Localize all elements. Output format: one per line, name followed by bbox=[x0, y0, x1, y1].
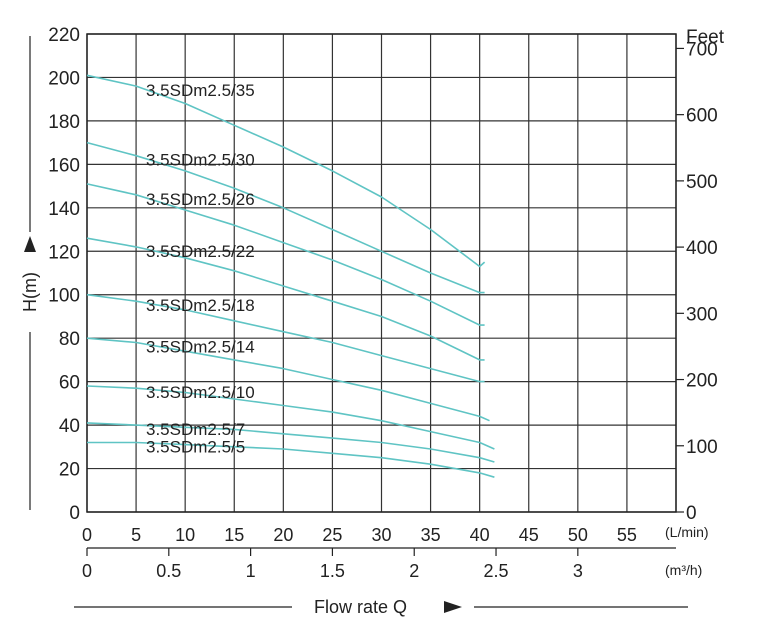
x-tick-label-lmin: 50 bbox=[568, 525, 588, 545]
x-tick-label-lmin: 55 bbox=[617, 525, 637, 545]
right-tick-label: 600 bbox=[686, 106, 718, 127]
performance-curve bbox=[86, 422, 495, 463]
series-label: 3.5SDm2.5/7 bbox=[146, 420, 245, 439]
performance-curve bbox=[86, 237, 485, 361]
x-tick-label-m3h: 3 bbox=[573, 561, 583, 581]
x-tick-label-m3h: 1.5 bbox=[320, 561, 345, 581]
performance-curve bbox=[87, 441, 495, 478]
y-tick-label: 160 bbox=[48, 155, 80, 176]
y-axis-title: H(m) bbox=[20, 272, 40, 312]
right-tick-label: 300 bbox=[686, 304, 718, 325]
y-tick-label: 220 bbox=[48, 25, 80, 46]
y-tick-label: 100 bbox=[48, 286, 80, 307]
y-tick-label: 180 bbox=[48, 112, 80, 133]
performance-curve bbox=[86, 293, 485, 383]
x-tick-label-m3h: 2.5 bbox=[484, 561, 509, 581]
series-label: 3.5SDm2.5/26 bbox=[146, 190, 255, 209]
series-label: 3.5SDm2.5/5 bbox=[146, 437, 245, 456]
y-tick-label: 200 bbox=[48, 68, 80, 89]
performance-curve bbox=[86, 183, 485, 326]
axes: 0204060801001201401601802002200100200300… bbox=[20, 25, 725, 617]
y-tick-label: 40 bbox=[59, 416, 80, 437]
right-tick-label: 100 bbox=[686, 437, 718, 458]
x-tick-label-m3h: 0 bbox=[82, 561, 92, 581]
y-tick-label: 120 bbox=[48, 242, 80, 263]
series-label: 3.5SDm2.5/35 bbox=[146, 81, 255, 100]
series-label: 3.5SDm2.5/10 bbox=[146, 383, 255, 402]
performance-curve bbox=[86, 74, 486, 268]
series-label: 3.5SDm2.5/30 bbox=[146, 151, 255, 170]
plot-border bbox=[86, 33, 677, 513]
right-tick-label: 700 bbox=[686, 39, 718, 60]
right-tick-label: 400 bbox=[686, 238, 718, 259]
y-tick-label: 20 bbox=[59, 460, 80, 481]
performance-curve bbox=[86, 337, 490, 422]
performance-curve bbox=[86, 141, 485, 294]
y-tick-label: 140 bbox=[48, 199, 80, 220]
y-axis-arrow bbox=[24, 236, 36, 252]
x-unit-lmin: (L/min) bbox=[665, 524, 709, 540]
grid bbox=[86, 33, 677, 513]
x-tick-label-m3h: 1 bbox=[246, 561, 256, 581]
x-tick-label-lmin: 25 bbox=[322, 525, 342, 545]
right-tick-label: 200 bbox=[686, 371, 718, 392]
x-tick-label-lmin: 5 bbox=[131, 525, 141, 545]
series-labels: 3.5SDm2.5/35 3.5SDm2.5/30 3.5SDm2.5/26 3.5S… bbox=[146, 81, 255, 456]
x-tick-label-m3h: 2 bbox=[409, 561, 419, 581]
right-tick-label: 0 bbox=[686, 503, 697, 524]
x-tick-label-lmin: 45 bbox=[519, 525, 539, 545]
x-axis-title: Flow rate Q bbox=[314, 597, 407, 617]
x-tick-label-lmin: 10 bbox=[175, 525, 195, 545]
right-axis-label: Feet bbox=[686, 27, 725, 48]
y-tick-label: 60 bbox=[59, 373, 80, 394]
x-tick-label-lmin: 0 bbox=[82, 525, 92, 545]
right-tick-label: 500 bbox=[686, 172, 718, 193]
x-unit-m3h: (m³/h) bbox=[665, 562, 702, 578]
x-tick-label-lmin: 30 bbox=[371, 525, 391, 545]
series-label: 3.5SDm2.5/18 bbox=[146, 296, 255, 315]
y-tick-label: 0 bbox=[69, 503, 80, 524]
performance-curve bbox=[86, 385, 495, 450]
x-tick-label-lmin: 15 bbox=[224, 525, 244, 545]
series-label: 3.5SDm2.5/14 bbox=[146, 338, 255, 357]
x-tick-label-m3h: 0.5 bbox=[156, 561, 181, 581]
series-label: 3.5SDm2.5/22 bbox=[146, 242, 255, 261]
x-tick-label-lmin: 35 bbox=[421, 525, 441, 545]
y-tick-label: 80 bbox=[59, 329, 80, 350]
performance-curves bbox=[86, 74, 495, 478]
x-tick-label-lmin: 20 bbox=[273, 525, 293, 545]
x-axis-arrow bbox=[444, 601, 462, 613]
x-tick-label-lmin: 40 bbox=[470, 525, 490, 545]
